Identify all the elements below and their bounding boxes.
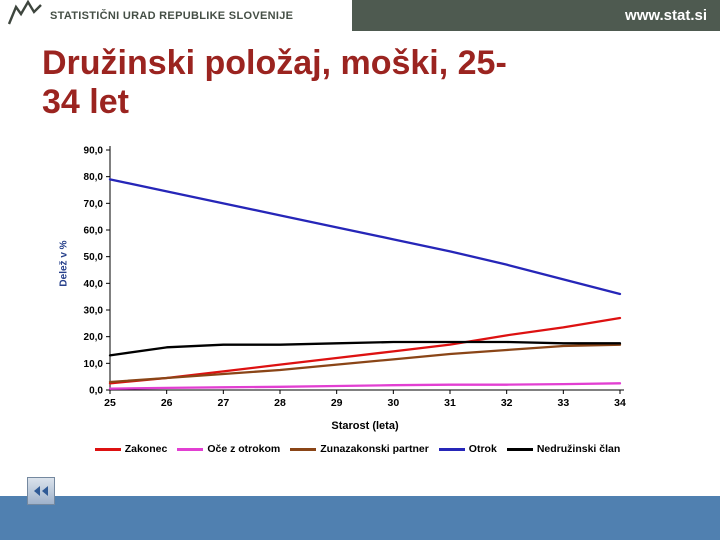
y-tick-label: 20,0 (84, 332, 104, 343)
x-tick-label: 32 (501, 397, 513, 409)
website-url: www.stat.si (625, 7, 707, 24)
legend-swatch (94, 447, 121, 451)
legend-swatch (177, 447, 204, 451)
legend-item: Zunazakonski partner (290, 443, 429, 455)
series-line-nedru-inski-lan (108, 340, 622, 357)
y-tick-label: 0,0 (89, 386, 103, 397)
x-tick-label: 31 (444, 397, 456, 409)
x-axis-title: Starost (leta) (331, 420, 399, 432)
y-tick-label: 60,0 (84, 226, 104, 237)
x-tick-label: 30 (387, 397, 399, 409)
legend-swatch (290, 447, 317, 451)
header-left: STATISTIČNI URAD REPUBLIKE SLOVENIJE (0, 0, 352, 31)
y-tick-label: 30,0 (84, 306, 104, 317)
y-tick-label: 50,0 (84, 252, 104, 263)
line-chart: Delež v % 0,0 10,0 20,0 30,0 40,0 50,0 60,0 70,… (50, 142, 650, 460)
footer-bar (0, 496, 720, 540)
y-tick-label: 90,0 (84, 146, 104, 157)
x-tick-label: 28 (274, 397, 286, 409)
legend-label: Otrok (468, 443, 497, 455)
x-tick-label: 26 (161, 397, 173, 409)
legend-label: Oče z otrokom (207, 443, 281, 455)
y-tick-label: 80,0 (84, 172, 104, 183)
series-line-zunazakonski-partner (108, 343, 622, 384)
chart-legend: Zakonec Oče z otrokom Zunazakonski partner… (70, 443, 645, 455)
x-tick-label: 29 (331, 397, 343, 409)
y-tick-label: 40,0 (84, 279, 104, 290)
header-right: www.stat.si (352, 0, 720, 31)
x-tick-label: 25 (104, 397, 116, 409)
header-bar: STATISTIČNI URAD REPUBLIKE SLOVENIJE www… (0, 0, 720, 31)
plot-area: 0,0 10,0 20,0 30,0 40,0 50,0 60,0 70,0 80,0 90,0 2… (84, 146, 626, 410)
y-tick-label: 10,0 (84, 359, 104, 370)
series-line-otrok (108, 178, 622, 296)
legend-swatch (438, 447, 465, 451)
previous-slide-button[interactable] (27, 477, 55, 505)
legend-swatch (506, 447, 533, 451)
x-tick-label: 33 (557, 397, 569, 409)
axes: 0,0 10,0 20,0 30,0 40,0 50,0 60,0 70,0 80,0 90,0 2… (84, 146, 626, 410)
y-tick-label: 70,0 (84, 199, 104, 210)
legend-item: Otrok (438, 443, 497, 455)
series-line-o-e-z-otrokom (108, 382, 622, 390)
slide-title: Družinski položaj, moški, 25-34 let (42, 44, 507, 122)
x-tick-label: 27 (217, 397, 229, 409)
legend-item: Oče z otrokom (177, 443, 280, 455)
x-tick-label: 34 (614, 397, 626, 409)
legend-item: Zakonec (94, 443, 168, 455)
agency-name: STATISTIČNI URAD REPUBLIKE SLOVENIJE (50, 9, 294, 22)
legend-label: Nedružinski član (536, 443, 621, 455)
series-line-zakonec (108, 316, 622, 385)
legend-item: Nedružinski član (506, 443, 621, 455)
surs-logo-icon (7, 0, 43, 31)
legend-label: Zakonec (124, 443, 168, 455)
legend-label: Zunazakonski partner (320, 443, 429, 455)
double-left-arrow-icon (34, 486, 48, 496)
